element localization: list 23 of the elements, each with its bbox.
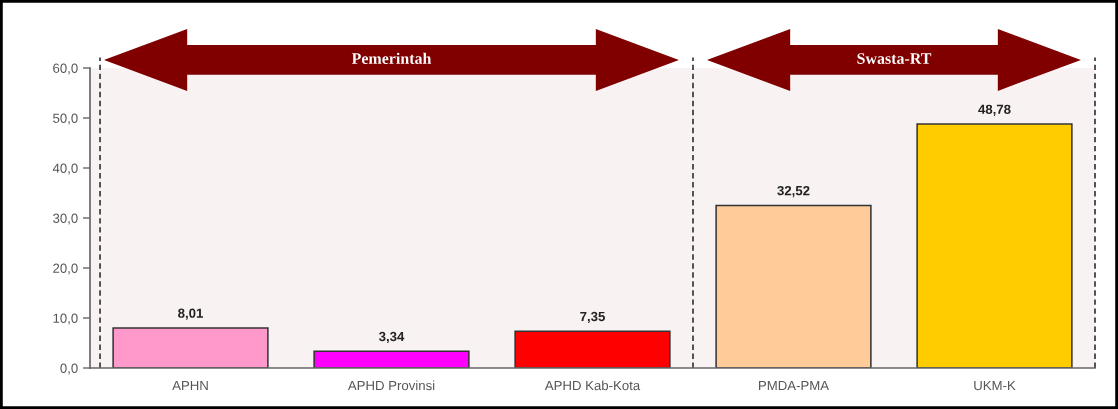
- x-tick-label: APHN: [172, 380, 208, 391]
- band-label: Swasta-RT: [857, 53, 932, 64]
- y-tick-label: 10,0: [53, 313, 78, 325]
- data-label: 7,35: [580, 311, 605, 324]
- data-label: 48,78: [978, 104, 1011, 116]
- y-tick-label: 0,0: [60, 363, 78, 375]
- bar: [313, 350, 470, 368]
- data-label: 8,01: [178, 308, 203, 320]
- x-tick-label: PMDA-PMA: [759, 380, 830, 391]
- y-tick-label: 60,0: [53, 63, 78, 75]
- x-tick-label: APHD Provinsi: [347, 380, 435, 391]
- y-tick-label: 20,0: [53, 263, 78, 275]
- bar: [715, 204, 872, 368]
- band-label: Pemerintah: [351, 52, 432, 64]
- y-tick-label: 40,0: [52, 163, 78, 175]
- bar: [112, 327, 269, 368]
- x-tick-label: UKM-K: [974, 380, 1016, 391]
- data-label: 32,52: [777, 185, 810, 198]
- x-tick-label: APHD Kab-Kota: [544, 380, 641, 391]
- y-tick-label: 30,0: [53, 213, 78, 225]
- y-tick-label: 50,0: [53, 113, 78, 125]
- bar: [514, 330, 671, 368]
- data-label: 3,34: [378, 331, 405, 344]
